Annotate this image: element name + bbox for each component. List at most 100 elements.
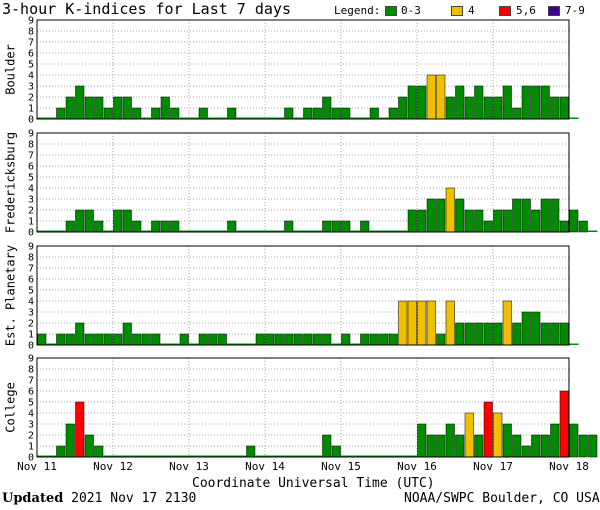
k-bar — [217, 455, 227, 457]
k-bar — [236, 230, 246, 232]
k-bar — [293, 455, 303, 457]
k-bar — [217, 333, 227, 346]
y-tick-label: 8 — [28, 253, 34, 264]
k-bar — [550, 423, 560, 458]
k-bar — [170, 220, 180, 233]
k-bar — [483, 96, 493, 120]
k-bar — [474, 85, 484, 120]
k-bar — [474, 434, 484, 458]
k-bar — [141, 117, 151, 119]
panel-title: Boulder — [4, 44, 18, 95]
y-tick-label: 7 — [28, 151, 34, 162]
k-bar — [236, 455, 246, 457]
k-bar — [189, 230, 199, 232]
k-bar — [350, 455, 360, 457]
k-bar — [113, 333, 123, 346]
y-tick-label: 2 — [28, 93, 34, 104]
k-bar — [540, 434, 550, 458]
k-bar — [426, 198, 436, 233]
k-bar — [189, 117, 199, 119]
k-bar — [474, 209, 484, 233]
k-bar — [379, 455, 389, 457]
k-bar — [426, 74, 436, 120]
k-bar — [227, 220, 237, 233]
k-bar — [94, 333, 104, 346]
k-bar — [369, 230, 379, 232]
y-tick-label: 8 — [28, 27, 34, 38]
k-bar — [493, 412, 503, 458]
x-tick-label: Nov 11 — [17, 460, 57, 473]
k-bar — [132, 220, 142, 233]
k-bar — [217, 230, 227, 232]
y-tick-label: 9 — [28, 16, 34, 27]
k-bar — [179, 333, 189, 346]
k-bar — [312, 455, 322, 457]
k-bar — [113, 209, 123, 233]
k-bar — [512, 322, 522, 346]
y-tick-label: 9 — [28, 354, 34, 365]
k-bar — [588, 230, 598, 232]
k-bar — [369, 107, 379, 120]
k-bar — [398, 455, 408, 457]
k-bar — [455, 322, 465, 346]
k-bar — [531, 434, 541, 458]
x-tick-label: Nov 12 — [93, 460, 133, 473]
k-bar — [94, 445, 104, 458]
k-bar — [417, 300, 427, 346]
k-bar — [122, 322, 132, 346]
k-bar — [493, 96, 503, 120]
k-bar — [160, 455, 170, 457]
k-bar — [170, 455, 180, 457]
k-bar — [540, 322, 550, 346]
k-bar — [540, 198, 550, 233]
y-tick-label: 3 — [28, 82, 34, 93]
k-bar — [113, 96, 123, 120]
y-tick-label: 6 — [28, 387, 34, 398]
k-bar — [56, 107, 66, 120]
updated-value: 2021 Nov 17 2130 — [71, 491, 197, 506]
k-bar — [407, 300, 417, 346]
k-bar — [151, 220, 161, 233]
k-bar — [179, 230, 189, 232]
k-bar — [122, 96, 132, 120]
k-bar — [141, 333, 151, 346]
y-tick-label: 0 — [28, 453, 34, 464]
k-bar — [464, 209, 474, 233]
y-tick-label: 2 — [28, 319, 34, 330]
k-bar — [341, 220, 351, 233]
k-bar — [122, 455, 132, 457]
k-bar — [578, 434, 588, 458]
k-bar — [293, 230, 303, 232]
k-bar — [284, 333, 294, 346]
k-bar — [103, 455, 113, 457]
y-tick-label: 4 — [28, 184, 34, 195]
k-bar — [75, 401, 85, 458]
k-bar — [284, 107, 294, 120]
y-tick-label: 0 — [28, 228, 34, 239]
k-bar — [331, 107, 341, 120]
k-bar — [198, 107, 208, 120]
k-bar — [426, 300, 436, 346]
source-credit: NOAA/SWPC Boulder, CO USA — [404, 491, 600, 506]
k-bar — [132, 455, 142, 457]
k-bar — [312, 230, 322, 232]
k-bar — [379, 230, 389, 232]
k-bar — [198, 455, 208, 457]
k-bar — [502, 300, 512, 346]
k-bar — [569, 117, 579, 119]
k-bar — [350, 230, 360, 232]
k-bar — [179, 117, 189, 119]
k-bar — [388, 333, 398, 346]
k-bar — [578, 220, 588, 233]
k-bar — [189, 343, 199, 345]
k-bar — [65, 333, 75, 346]
k-bar — [303, 230, 313, 232]
k-bar — [360, 333, 370, 346]
k-bar — [208, 333, 218, 346]
x-axis-title: Coordinate Universal Time (UTC) — [192, 476, 435, 491]
k-bar — [531, 85, 541, 120]
k-bar — [369, 455, 379, 457]
k-bar — [303, 333, 313, 346]
k-bar — [436, 198, 446, 233]
k-bar — [512, 107, 522, 120]
